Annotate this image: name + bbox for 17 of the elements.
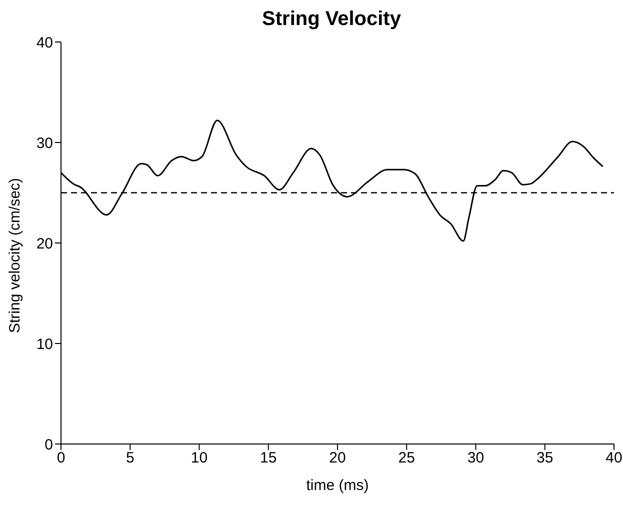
x-tick-label: 10: [190, 450, 208, 467]
y-axis-title: String velocity (cm/sec): [6, 178, 24, 333]
x-tick-label: 20: [329, 450, 346, 467]
x-tick-label: 35: [536, 450, 554, 467]
x-tick-label: 25: [398, 450, 415, 467]
y-tick-label: 20: [36, 235, 53, 252]
x-tick-label: 0: [56, 450, 66, 467]
x-axis-title: time (ms): [306, 477, 369, 494]
y-tick-label: 10: [36, 336, 53, 353]
x-tick-label: 30: [467, 450, 484, 467]
x-tick-label: 5: [126, 450, 134, 467]
y-tick-label: 30: [36, 134, 53, 152]
y-tick-label: 0: [44, 436, 53, 454]
x-tick-label: 15: [260, 450, 277, 467]
chart-title: String Velocity: [261, 8, 402, 32]
x-tick-label: 40: [606, 450, 622, 467]
y-tick-label: 40: [36, 34, 53, 52]
